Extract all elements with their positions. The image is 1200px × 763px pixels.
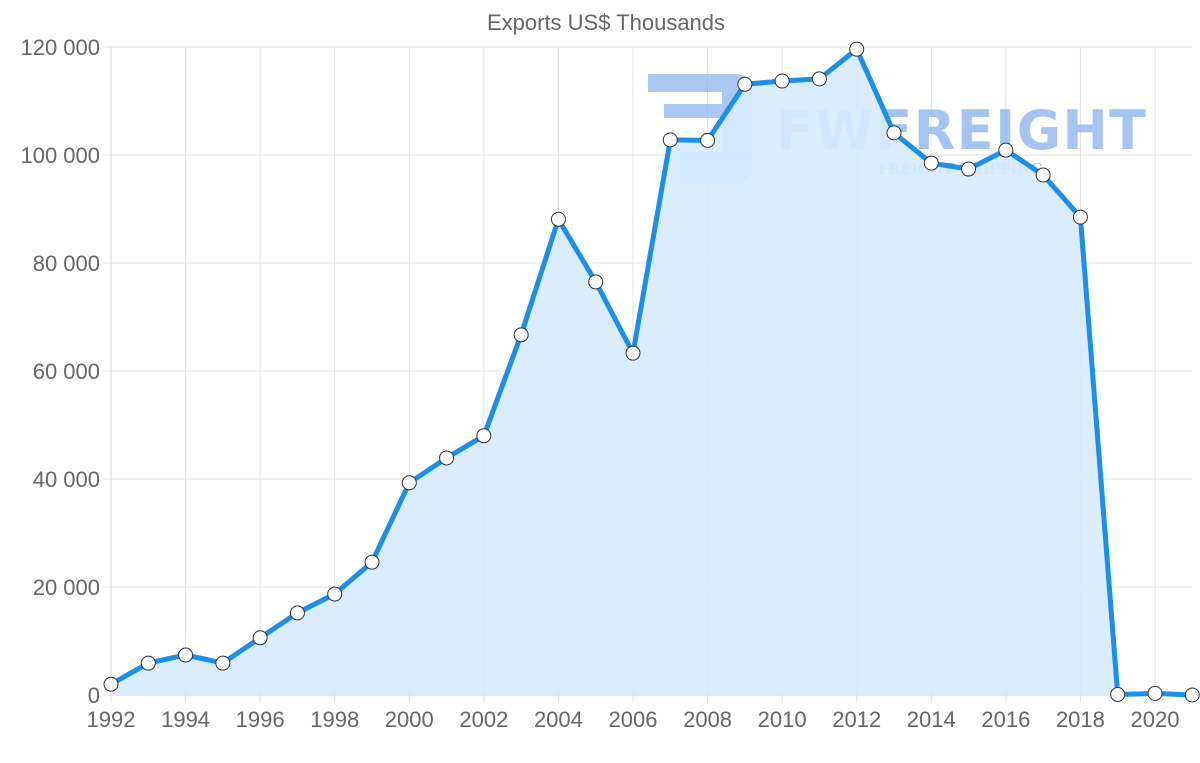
data-point-2002[interactable] <box>476 428 492 444</box>
data-point-1998[interactable] <box>327 586 343 602</box>
data-point-2000[interactable] <box>401 475 417 491</box>
data-point-2018[interactable] <box>1072 209 1088 225</box>
x-tick-label: 2012 <box>832 707 881 732</box>
y-tick-label: 40 000 <box>33 467 100 492</box>
data-point-2006[interactable] <box>625 345 641 361</box>
data-point-2017[interactable] <box>1035 167 1051 183</box>
x-tick-label: 2020 <box>1131 707 1180 732</box>
data-point-2014[interactable] <box>923 155 939 171</box>
data-point-2007[interactable] <box>662 132 678 148</box>
chart-title: Exports US$ Thousands <box>487 10 725 35</box>
x-tick-label: 1996 <box>236 707 285 732</box>
data-point-2013[interactable] <box>886 125 902 141</box>
data-point-2015[interactable] <box>961 161 977 177</box>
x-axis-ticks: 1992 1994 1996 1998 2000 2002 2004 2006 2008 2010… <box>87 707 1180 732</box>
x-tick-label: 2010 <box>758 707 807 732</box>
y-tick-label: 60 000 <box>33 359 100 384</box>
y-axis-ticks: 0 20 000 40 000 60 000 80 000 100 000 120 000 <box>20 35 100 708</box>
x-tick-label: 2016 <box>981 707 1030 732</box>
data-point-1997[interactable] <box>289 605 305 621</box>
x-tick-label: 2006 <box>609 707 658 732</box>
data-point-2020[interactable] <box>1147 685 1163 701</box>
data-point-2019[interactable] <box>1110 686 1126 702</box>
data-point-2021[interactable] <box>1184 687 1200 703</box>
area-fill <box>111 49 1193 695</box>
data-point-1993[interactable] <box>140 655 156 671</box>
data-point-2001[interactable] <box>439 450 455 466</box>
x-tick-label: 2014 <box>907 707 956 732</box>
y-tick-label: 80 000 <box>33 251 100 276</box>
data-point-2005[interactable] <box>588 274 604 290</box>
data-point-1995[interactable] <box>215 655 231 671</box>
data-point-2009[interactable] <box>737 76 753 92</box>
x-tick-label: 1992 <box>87 707 136 732</box>
data-point-1999[interactable] <box>364 554 380 570</box>
data-point-2012[interactable] <box>849 41 865 57</box>
data-point-2004[interactable] <box>550 211 566 227</box>
x-tick-label: 1998 <box>310 707 359 732</box>
data-point-1992[interactable] <box>103 676 119 692</box>
data-point-2011[interactable] <box>811 71 827 87</box>
data-point-1996[interactable] <box>252 630 268 646</box>
data-point-2016[interactable] <box>998 142 1014 158</box>
x-tick-label: 1994 <box>161 707 210 732</box>
data-point-1994[interactable] <box>178 647 194 663</box>
data-point-2003[interactable] <box>513 327 529 343</box>
data-point-2008[interactable] <box>700 132 716 148</box>
x-tick-label: 2004 <box>534 707 583 732</box>
y-tick-label: 20 000 <box>33 575 100 600</box>
y-tick-label: 0 <box>88 683 100 708</box>
data-points <box>103 41 1200 703</box>
x-tick-label: 2002 <box>459 707 508 732</box>
x-tick-label: 2008 <box>683 707 732 732</box>
y-tick-label: 100 000 <box>20 143 100 168</box>
x-tick-label: 2018 <box>1056 707 1105 732</box>
data-point-2010[interactable] <box>774 73 790 89</box>
x-tick-label: 2000 <box>385 707 434 732</box>
y-tick-label: 120 000 <box>20 35 100 60</box>
